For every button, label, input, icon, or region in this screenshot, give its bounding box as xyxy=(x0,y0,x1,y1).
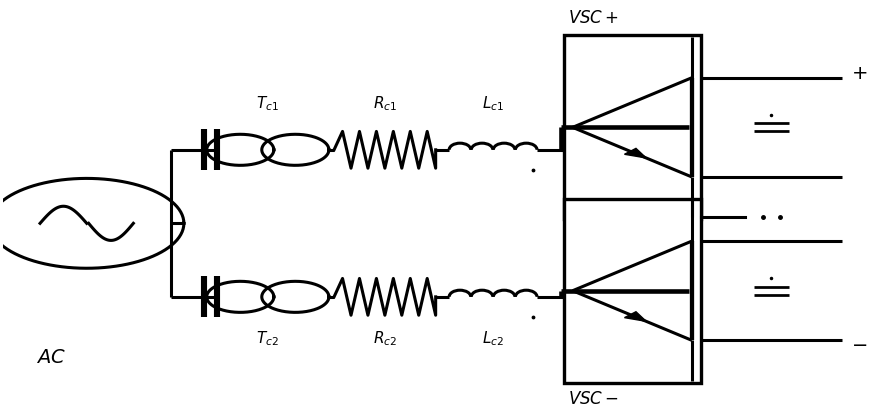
Text: $AC$: $AC$ xyxy=(36,349,67,367)
Text: $-$: $-$ xyxy=(851,335,867,354)
Text: $L_{c2}$: $L_{c2}$ xyxy=(482,330,504,348)
Bar xyxy=(564,35,701,219)
Polygon shape xyxy=(624,312,646,321)
Polygon shape xyxy=(624,149,646,158)
Text: $+$: $+$ xyxy=(851,65,868,83)
Text: $L_{c1}$: $L_{c1}$ xyxy=(482,94,504,113)
Text: $VSC-$: $VSC-$ xyxy=(568,391,619,408)
Text: $R_{c1}$: $R_{c1}$ xyxy=(372,94,397,113)
Text: $T_{c2}$: $T_{c2}$ xyxy=(256,330,279,348)
Text: $R_{c2}$: $R_{c2}$ xyxy=(372,330,396,348)
Text: $T_{c1}$: $T_{c1}$ xyxy=(256,94,279,113)
Bar xyxy=(564,199,701,383)
Text: $VSC+$: $VSC+$ xyxy=(568,10,619,27)
